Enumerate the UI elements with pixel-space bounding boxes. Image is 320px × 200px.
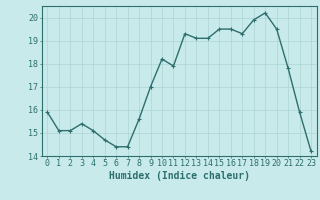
X-axis label: Humidex (Indice chaleur): Humidex (Indice chaleur) [109, 171, 250, 181]
